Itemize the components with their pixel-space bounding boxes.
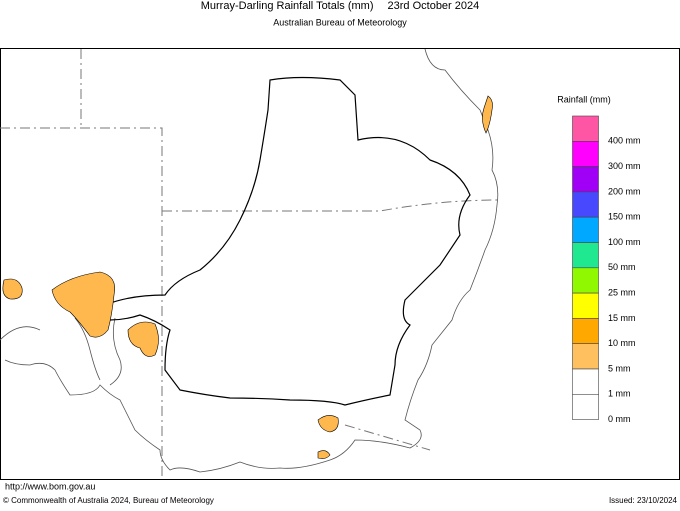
legend-label: 300 mm [608,161,641,171]
legend-label: 200 mm [608,186,641,196]
map-geography [0,48,501,480]
legend-swatch [572,191,599,218]
legend: 400 mm 300 mm 200 mm 150 mm 100 mm 50 mm 25 mm… [572,115,641,424]
legend-label: 1 mm [608,389,631,399]
legend-swatch [572,318,599,344]
legend-label: 10 mm [608,338,636,348]
footer-copyright: © Commonwealth of Australia 2024, Bureau… [3,496,214,505]
legend-label: 0 mm [608,414,631,424]
legend-label: 25 mm [608,287,636,297]
legend-title: Rainfall (mm) [557,94,611,104]
basin-boundary [104,76,471,406]
legend-label: 5 mm [608,363,631,373]
rain-area [317,450,331,459]
state-border-vic [344,424,431,451]
legend-swatch [572,115,599,142]
legend-swatch [572,393,599,420]
legend-swatch [572,141,599,167]
legend-swatch [572,216,599,243]
subtitle: Australian Bureau of Meteorology [273,17,407,27]
rain-area [317,415,339,433]
title: Murray-Darling Rainfall Totals (mm) 23rd … [201,0,480,12]
legend-label: 100 mm [608,237,641,247]
footer-url: http://www.bom.gov.au [5,481,95,491]
legend-label: 400 mm [608,136,641,146]
rain-area [127,321,159,357]
legend-label: 50 mm [608,262,636,272]
legend-label: 15 mm [608,313,636,323]
state-borders [0,49,501,480]
rain-area [482,95,493,134]
rainfall-areas [2,95,493,459]
rain-area [2,278,23,300]
legend-swatch [572,267,599,294]
legend-swatch [572,166,599,193]
legend-swatch [572,343,599,370]
title-text: Murray-Darling Rainfall Totals (mm) [201,0,374,12]
legend-swatch [572,368,599,395]
gulfs [0,317,122,386]
rain-area [51,271,115,338]
legend-swatch [572,242,599,269]
footer-issued: Issued: 23/10/2024 [609,496,678,505]
legend-swatch [572,292,599,319]
coastline [4,48,499,473]
title-date: 23rd October 2024 [388,0,480,12]
legend-label: 150 mm [608,212,641,222]
